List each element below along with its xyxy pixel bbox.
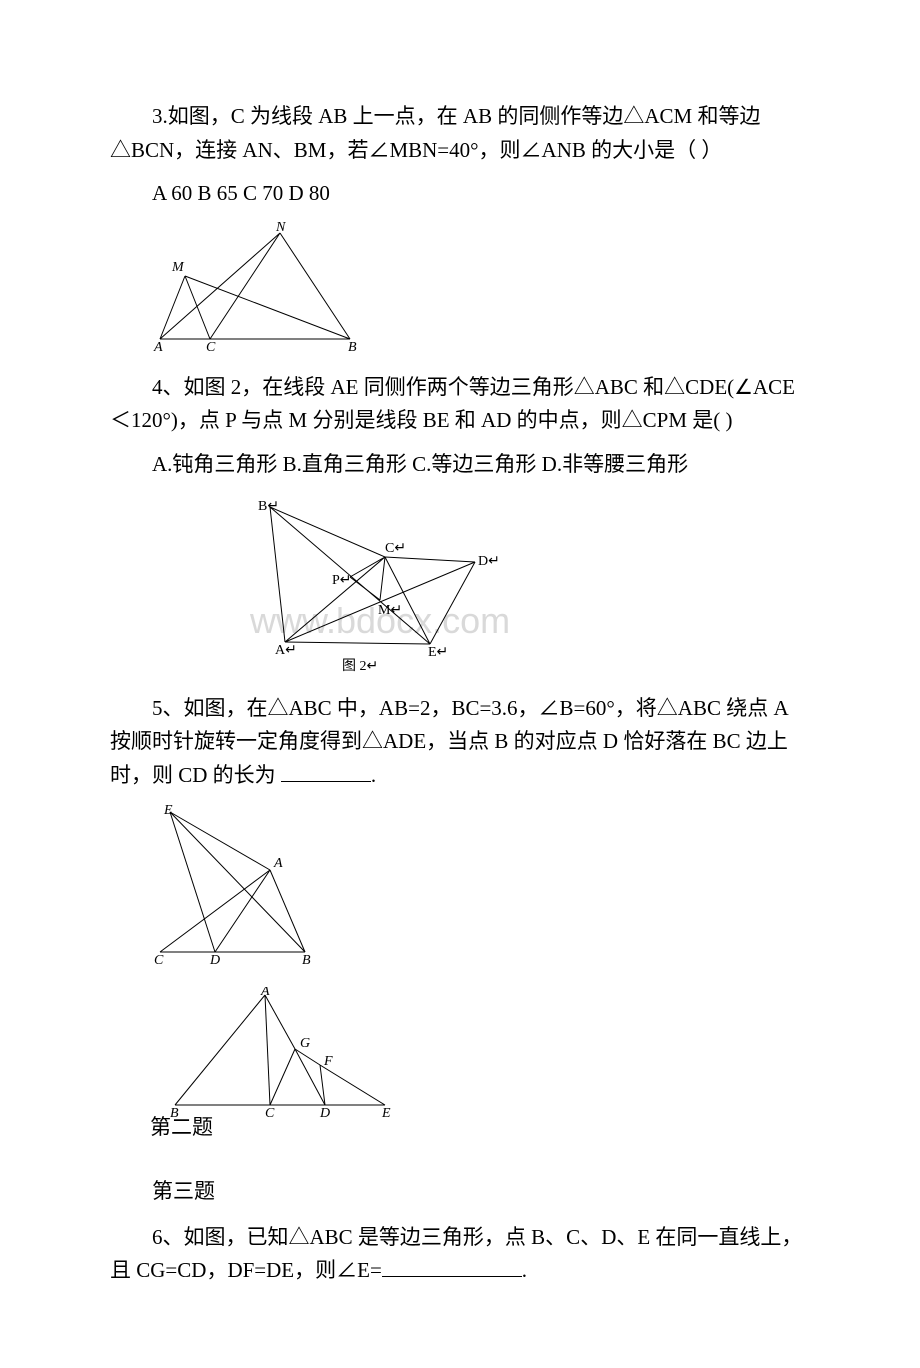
question-6-blank (382, 1256, 522, 1277)
label-D: D (209, 953, 220, 967)
label-P: P↵ (332, 573, 352, 588)
label-M: M (171, 260, 185, 275)
question-3-figure: A C B M N (150, 221, 810, 351)
q5-svg: C D B A E (150, 802, 350, 967)
label-M: M↵ (378, 603, 402, 618)
question-6-text: 6、如图，已知△ABC 是等边三角形，点 B、C、D、E 在同一直线上，且 CG… (110, 1221, 810, 1288)
caption-q2: 第二题 (150, 1111, 810, 1145)
label-E: E (163, 803, 173, 818)
label-A: A (260, 987, 270, 999)
question-5-figure: C D B A E (150, 802, 810, 967)
question-3-options: A 60 B 65 C 70 D 80 (110, 177, 810, 211)
label-E: E↵ (428, 645, 448, 660)
label-C: C (206, 340, 216, 351)
question-5-blank (281, 761, 371, 782)
label-D: D↵ (478, 554, 500, 569)
label-F: F (323, 1054, 333, 1069)
label-A: A (153, 340, 163, 351)
label-B: B↵ (258, 499, 279, 514)
caption-q3: 第三题 (110, 1175, 810, 1209)
question-3-text: 3.如图，C 为线段 AB 上一点，在 AB 的同侧作等边△ACM 和等边△BC… (110, 100, 810, 167)
label-B: B (302, 953, 311, 967)
caption-q2-text: 第二题 (150, 1115, 213, 1139)
label-A: A↵ (275, 643, 297, 658)
question-4: 4、如图 2，在线段 AE 同侧作两个等边三角形△ABC 和△CDE(∠ACE＜… (110, 371, 810, 672)
question-3: 3.如图，C 为线段 AB 上一点，在 AB 的同侧作等边△ACM 和等边△BC… (110, 100, 810, 351)
question-4-options: A.钝角三角形 B.直角三角形 C.等边三角形 D.非等腰三角形 (110, 448, 810, 482)
question-6-figure: A B C D E G F (150, 987, 810, 1117)
question-4-figure: A↵ B↵ C↵ D↵ E↵ P↵ M↵ 图 2↵ (230, 492, 810, 672)
label-N: N (275, 221, 286, 235)
question-6-block: A B C D E G F 第二题 第三题 6、如图，已知△ABC 是等边三角形… (110, 987, 810, 1287)
fig2-caption: 图 2↵ (342, 659, 378, 672)
q3-svg: A C B M N (150, 221, 370, 351)
q4-svg: A↵ B↵ C↵ D↵ E↵ P↵ M↵ 图 2↵ (230, 492, 500, 672)
question-5: 5、如图，在△ABC 中，AB=2，BC=3.6，∠B=60°，将△ABC 绕点… (110, 692, 810, 968)
label-C: C (154, 953, 164, 967)
question-4-text: 4、如图 2，在线段 AE 同侧作两个等边三角形△ABC 和△CDE(∠ACE＜… (110, 371, 810, 438)
label-B: B (348, 340, 357, 351)
q6-svg: A B C D E G F (150, 987, 410, 1117)
label-A: A (273, 856, 283, 871)
label-C: C↵ (385, 541, 406, 556)
label-G: G (300, 1036, 310, 1051)
question-5-text-main: 5、如图，在△ABC 中，AB=2，BC=3.6，∠B=60°，将△ABC 绕点… (110, 696, 788, 787)
question-5-text: 5、如图，在△ABC 中，AB=2，BC=3.6，∠B=60°，将△ABC 绕点… (110, 692, 810, 793)
question-5-suffix: . (371, 763, 376, 787)
question-6-suffix: . (522, 1258, 527, 1282)
